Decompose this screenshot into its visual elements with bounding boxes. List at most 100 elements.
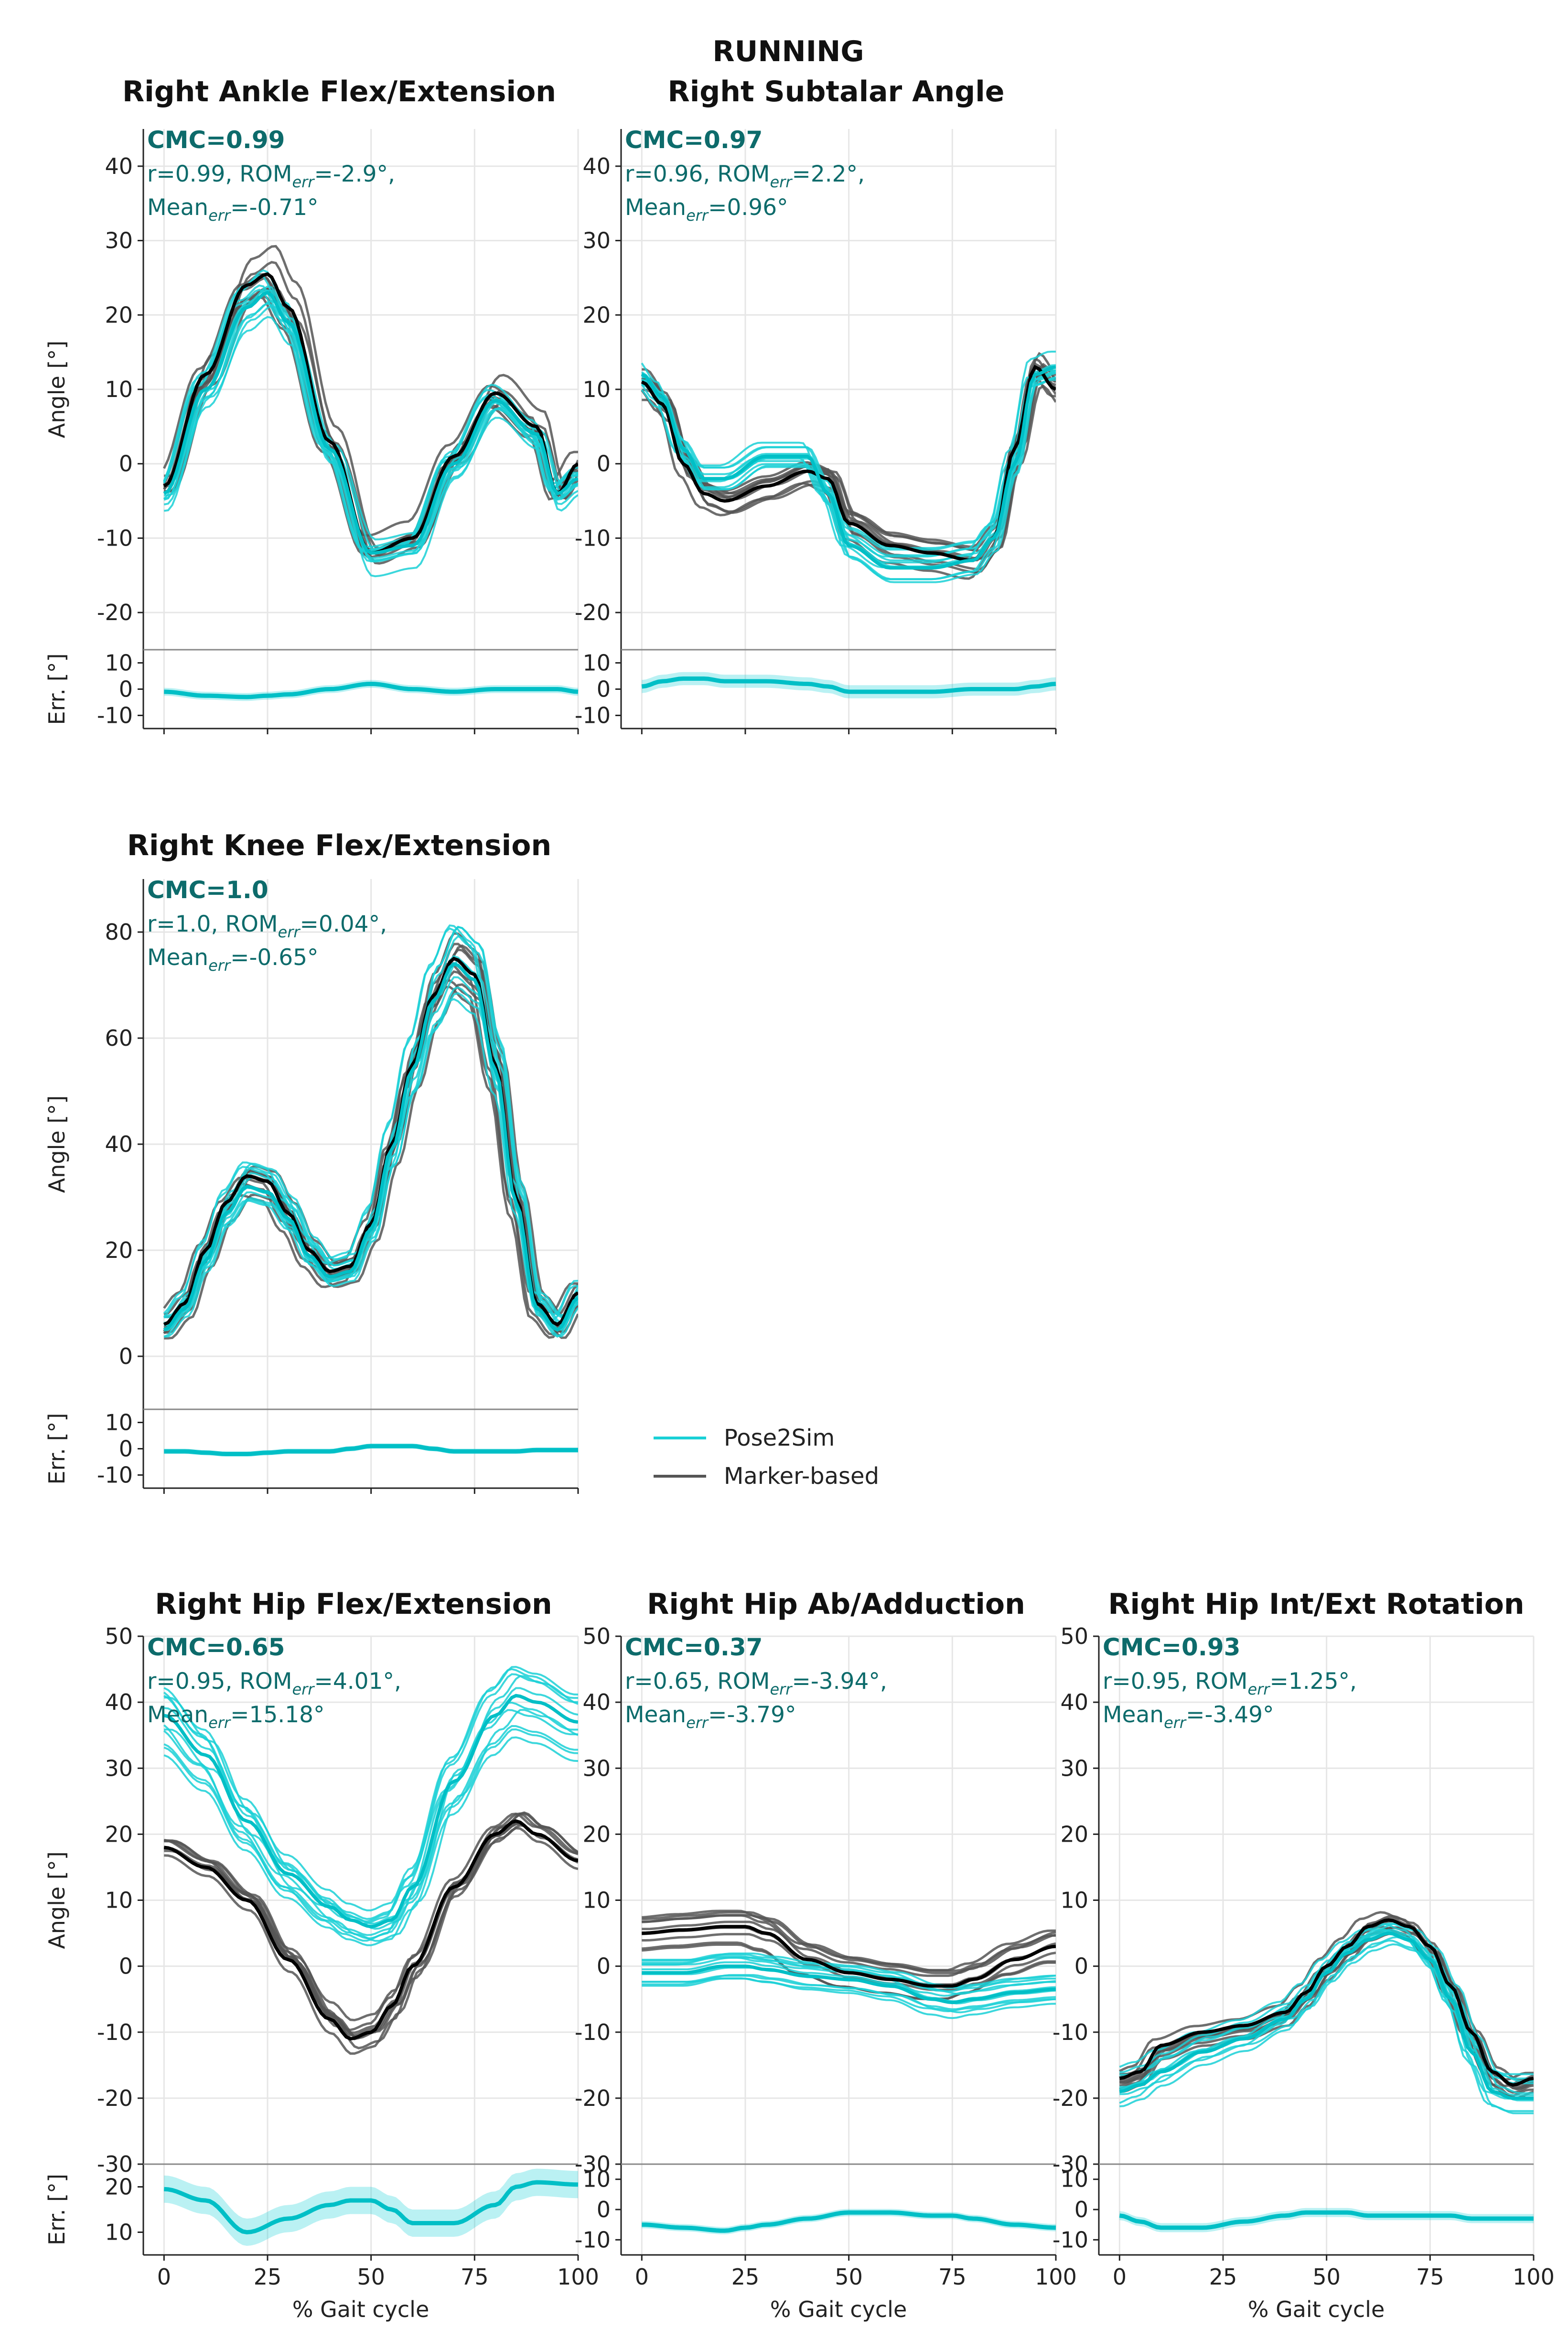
mean-error-line bbox=[642, 2210, 1056, 2233]
err-y-tick-label: 10 bbox=[582, 650, 611, 676]
mean-error-label: Meanerr=-0.65° bbox=[147, 944, 319, 975]
x-tick-label: 25 bbox=[731, 2264, 760, 2290]
y-tick-label: 20 bbox=[105, 1237, 133, 1263]
x-tick-label: 50 bbox=[835, 2264, 863, 2290]
pose2sim-mean-line bbox=[1119, 1931, 1534, 2100]
y-tick-label: 50 bbox=[1060, 1623, 1088, 1649]
y-tick-label: -10 bbox=[575, 2019, 611, 2045]
pose2sim-trial-line bbox=[164, 1687, 578, 1925]
mean-prefix: Mean bbox=[625, 194, 686, 221]
pose2sim-trial-line bbox=[163, 998, 578, 1331]
mean-value: =15.18° bbox=[230, 1702, 324, 1728]
rom-value: =1.25°, bbox=[1269, 1668, 1356, 1695]
mean-prefix: Mean bbox=[625, 1702, 686, 1728]
cmc-label: CMC=0.37 bbox=[625, 1633, 763, 1661]
marker-based-mean-line bbox=[642, 1925, 1056, 1988]
subscript: err bbox=[770, 173, 793, 191]
pose2sim-trial-line bbox=[641, 371, 1056, 580]
legend-label-marker-based: Marker-based bbox=[724, 1463, 879, 1490]
subscript: err bbox=[770, 1680, 793, 1698]
y-tick-label: -10 bbox=[575, 525, 611, 551]
y-axis-label: Angle [°] bbox=[44, 1851, 70, 1949]
pose2sim-trial-line bbox=[163, 1668, 578, 1922]
err-y-tick-label: 0 bbox=[1074, 2197, 1088, 2222]
err-y-tick-label: -10 bbox=[97, 1462, 133, 1488]
panel-3: Right Knee Flex/Extension020406080-10010… bbox=[44, 829, 579, 1494]
r-value: r=1.0, ROM bbox=[147, 911, 278, 937]
panel-title: Right Hip Ab/Adduction bbox=[647, 1588, 1025, 1621]
err-y-tick-label: 0 bbox=[597, 676, 611, 702]
y-tick-label: 10 bbox=[582, 1888, 611, 1913]
x-tick-label: 75 bbox=[1416, 2264, 1444, 2290]
panel-1: Right Ankle Flex/Extension-20-1001020304… bbox=[44, 75, 579, 734]
y-tick-label: 0 bbox=[119, 1343, 133, 1369]
r-value: r=0.95, ROM bbox=[1103, 1668, 1247, 1695]
mean-value: =-3.49° bbox=[1186, 1702, 1274, 1728]
x-tick-label: 100 bbox=[557, 2264, 599, 2290]
marker-based-mean-line bbox=[163, 1819, 578, 2041]
panel-6: Right Hip Int/Ext Rotation -30 -20 -10 0 10 20… bbox=[1052, 1588, 1555, 2322]
y-tick-label: -20 bbox=[97, 2085, 133, 2111]
y-tick-label: 30 bbox=[582, 1755, 611, 1781]
y-tick-label: -10 bbox=[97, 525, 133, 551]
cmc-label: CMC=0.93 bbox=[1103, 1633, 1240, 1661]
mean-prefix: Mean bbox=[147, 194, 208, 221]
panel-title: Right Hip Int/Ext Rotation bbox=[1108, 1588, 1524, 1621]
y-tick-label: 40 bbox=[582, 153, 611, 179]
x-tick-label: 100 bbox=[1035, 2264, 1077, 2290]
err-axis-label: Err. [°] bbox=[44, 654, 70, 725]
y-tick-label: 20 bbox=[582, 302, 611, 328]
y-tick-label: -20 bbox=[575, 600, 611, 625]
subscript: err bbox=[208, 206, 231, 225]
y-tick-label: 0 bbox=[1074, 1953, 1088, 1979]
y-tick-label: 10 bbox=[105, 376, 133, 402]
subscript: err bbox=[278, 923, 301, 941]
x-tick-label: 25 bbox=[254, 2264, 282, 2290]
r-rom-label: r=0.99, ROMerr=-2.9°, bbox=[147, 161, 395, 191]
mean-error-line bbox=[164, 681, 579, 699]
pose2sim-trial-line bbox=[163, 269, 578, 548]
mean-error-label: Meanerr=-3.49° bbox=[1103, 1702, 1274, 1732]
y-tick-label: 30 bbox=[582, 228, 611, 254]
y-tick-label: 40 bbox=[582, 1689, 611, 1715]
pose2sim-mean-line bbox=[163, 290, 578, 555]
y-tick-label: 0 bbox=[119, 1953, 133, 1979]
y-tick-label: -20 bbox=[1052, 2085, 1088, 2111]
pose2sim-trial-line bbox=[163, 1725, 578, 1936]
y-tick-label: 20 bbox=[105, 302, 133, 328]
cmc-label: CMC=0.65 bbox=[147, 1633, 285, 1661]
panels: Right Ankle Flex/Extension-20-1001020304… bbox=[44, 75, 1555, 2322]
subscript: err bbox=[208, 956, 231, 975]
y-tick-label: 40 bbox=[105, 1689, 133, 1715]
mean-value: =-0.71° bbox=[230, 194, 319, 221]
r-rom-label: r=0.95, ROMerr=4.01°, bbox=[147, 1668, 401, 1698]
mean-error-line bbox=[1119, 2210, 1534, 2230]
r-rom-label: r=1.0, ROMerr=0.04°, bbox=[147, 911, 387, 941]
x-tick-label: 50 bbox=[357, 2264, 385, 2290]
subscript: err bbox=[1247, 1680, 1270, 1698]
pose2sim-trial-line bbox=[163, 1728, 578, 1940]
mean-prefix: Mean bbox=[147, 944, 208, 971]
legend-label-pose2sim: Pose2Sim bbox=[724, 1425, 835, 1451]
mean-error-line bbox=[164, 2180, 579, 2235]
cmc-label: CMC=1.0 bbox=[147, 876, 268, 904]
x-axis-label: % Gait cycle bbox=[1248, 2296, 1385, 2322]
y-tick-label: 20 bbox=[582, 1821, 611, 1847]
err-y-tick-label: 20 bbox=[105, 2174, 133, 2200]
panel-5: Right Hip Ab/Adduction -30 -20 -10 0 10 20 30 40… bbox=[575, 1588, 1077, 2322]
mean-error-label: Meanerr=-0.71° bbox=[147, 194, 319, 225]
y-tick-label: -20 bbox=[575, 2085, 611, 2111]
y-tick-label: 40 bbox=[1060, 1689, 1088, 1715]
mean-error-line bbox=[641, 676, 1056, 694]
pose2sim-trial-line bbox=[641, 364, 1056, 551]
x-tick-label: 75 bbox=[938, 2264, 967, 2290]
y-tick-label: 50 bbox=[105, 1623, 133, 1649]
legend: Pose2Sim Marker-based bbox=[654, 1425, 879, 1490]
y-tick-label: 30 bbox=[1060, 1755, 1088, 1781]
x-tick-label: 0 bbox=[1113, 2264, 1127, 2290]
subscript: err bbox=[686, 1714, 709, 1732]
mean-value: =0.96° bbox=[708, 194, 788, 221]
y-axis-label: Angle [°] bbox=[44, 341, 70, 438]
pose2sim-trial-line bbox=[164, 926, 578, 1317]
